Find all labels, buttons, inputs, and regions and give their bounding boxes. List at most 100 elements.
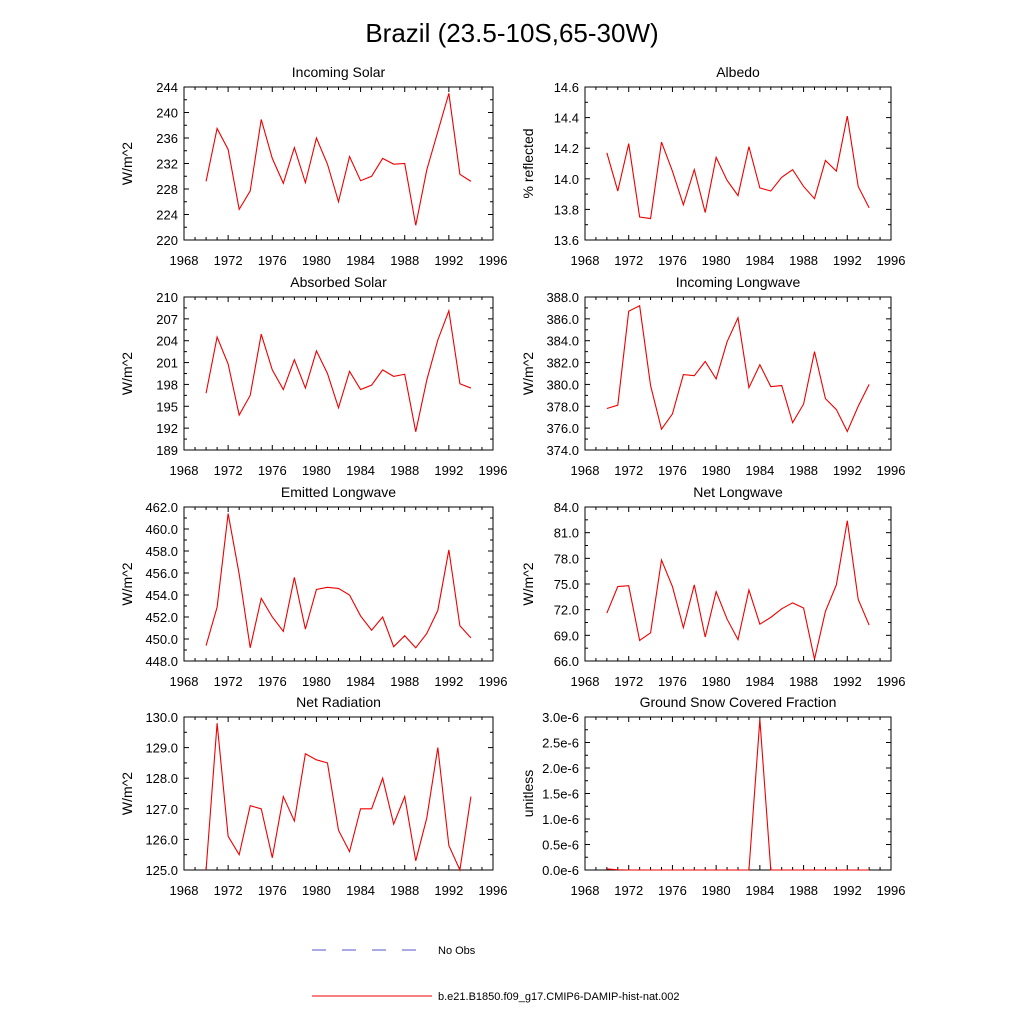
y-tick-label: 1.0e-6 [542,812,579,827]
series-line [606,304,870,433]
x-tick-label: 1984 [346,674,375,689]
y-tick-label: 78.0 [554,551,579,566]
x-tick-label: 1972 [214,674,243,689]
legend-label-no-obs: No Obs [438,945,476,957]
x-tick-label: 1984 [346,253,375,268]
y-tick-label: 14.2 [554,141,579,156]
legend-label-model: b.e21.B1850.f09_g17.CMIP6-DAMIP-hist-nat… [438,991,680,1003]
x-tick-label: 1968 [571,674,600,689]
y-axis-label: W/m^2 [119,562,135,605]
x-tick-label: 1972 [614,674,643,689]
panel-7: Net Radiation W/m^2 1968 1972 1976 1980 1984 19… [119,694,507,898]
series-line [205,308,472,432]
plot-frame [584,716,892,871]
y-tick-label: 236 [156,131,178,146]
y-tick-label: 66.0 [554,654,579,669]
legend: No Obs b.e21.B1850.f09_g17.CMIP6-DAMIP-h… [312,945,680,1003]
x-tick-label: 1992 [434,463,463,478]
y-tick-label: 13.6 [554,233,579,248]
x-tick-label: 1996 [479,883,508,898]
x-tick-label: 1972 [614,253,643,268]
x-tick-label: 1976 [258,674,287,689]
y-tick-label: 450.0 [145,632,178,647]
y-tick-label: 129.0 [145,741,178,756]
x-tick-label: 1972 [614,883,643,898]
panel-title: Incoming Solar [292,64,386,80]
panel-title: Net Radiation [296,694,381,710]
series-line [205,513,472,649]
y-tick-label: 244 [156,80,178,95]
series-line [606,115,870,220]
y-tick-label: 14.0 [554,172,579,187]
x-tick-label: 1980 [302,463,331,478]
series-line [205,93,472,226]
plot-frame [183,506,494,662]
x-tick-label: 1988 [789,253,818,268]
x-tick-label: 1988 [390,463,419,478]
x-tick-label: 1980 [702,253,731,268]
y-tick-label: 3.0e-6 [542,710,579,725]
panel-title: Absorbed Solar [290,274,387,290]
y-tick-label: 207 [156,312,178,327]
y-tick-label: 195 [156,399,178,414]
x-tick-label: 1968 [571,883,600,898]
x-tick-label: 1980 [302,674,331,689]
series-line [606,719,870,871]
series-line [606,520,870,660]
y-tick-label: 198 [156,377,178,392]
y-tick-label: 127.0 [145,802,178,817]
x-tick-label: 1972 [214,463,243,478]
y-tick-label: 192 [156,421,178,436]
panel-3: Absorbed Solar W/m^2 1968 1972 1976 1980 1984 1… [119,274,507,478]
y-tick-label: 128.0 [145,771,178,786]
plot-frame [584,86,892,241]
y-tick-label: 14.4 [554,111,579,126]
x-tick-label: 1996 [479,674,508,689]
x-tick-label: 1992 [434,253,463,268]
x-tick-label: 1972 [214,253,243,268]
x-tick-label: 1996 [877,674,906,689]
y-tick-label: 125.0 [145,863,178,878]
y-axis-label: W/m^2 [119,352,135,395]
y-axis-label: W/m^2 [119,772,135,815]
y-tick-label: 448.0 [145,654,178,669]
panel-4: Incoming Longwave W/m^2 1968 1972 1976 1980 19… [520,274,905,478]
x-tick-label: 1980 [302,253,331,268]
x-tick-label: 1968 [170,463,199,478]
x-tick-label: 1988 [789,463,818,478]
x-tick-label: 1996 [479,463,508,478]
panel-title: Albedo [716,64,760,80]
x-tick-label: 1996 [877,463,906,478]
y-tick-label: 460.0 [145,522,178,537]
y-tick-label: 2.5e-6 [542,736,579,751]
x-tick-label: 1992 [833,674,862,689]
x-tick-label: 1976 [258,253,287,268]
y-tick-label: 382.0 [546,356,579,371]
x-tick-label: 1968 [571,253,600,268]
y-tick-label: 224 [156,208,178,223]
y-tick-label: 13.8 [554,202,579,217]
y-tick-label: 189 [156,443,178,458]
x-tick-label: 1976 [258,463,287,478]
x-tick-label: 1996 [479,253,508,268]
y-tick-label: 240 [156,106,178,121]
y-tick-label: 376.0 [546,421,579,436]
x-tick-label: 1988 [390,674,419,689]
y-tick-label: 462.0 [145,500,178,515]
y-tick-label: 452.0 [145,610,178,625]
y-tick-label: 228 [156,182,178,197]
x-tick-label: 1968 [170,253,199,268]
panel-title: Incoming Longwave [676,274,801,290]
y-tick-label: 201 [156,356,178,371]
x-tick-label: 1992 [833,883,862,898]
y-tick-label: 384.0 [546,334,579,349]
y-tick-label: 1.5e-6 [542,787,579,802]
y-tick-label: 232 [156,157,178,172]
panel-6: Net Longwave W/m^2 1968 1972 1976 1980 1984 198… [520,484,905,689]
panels: Incoming Solar W/m^2 1968 1972 1976 1980 1984 1… [119,64,905,898]
y-axis-label: W/m^2 [520,352,536,395]
y-tick-label: 210 [156,290,178,305]
y-tick-label: 454.0 [145,588,178,603]
y-axis-label: W/m^2 [520,562,536,605]
